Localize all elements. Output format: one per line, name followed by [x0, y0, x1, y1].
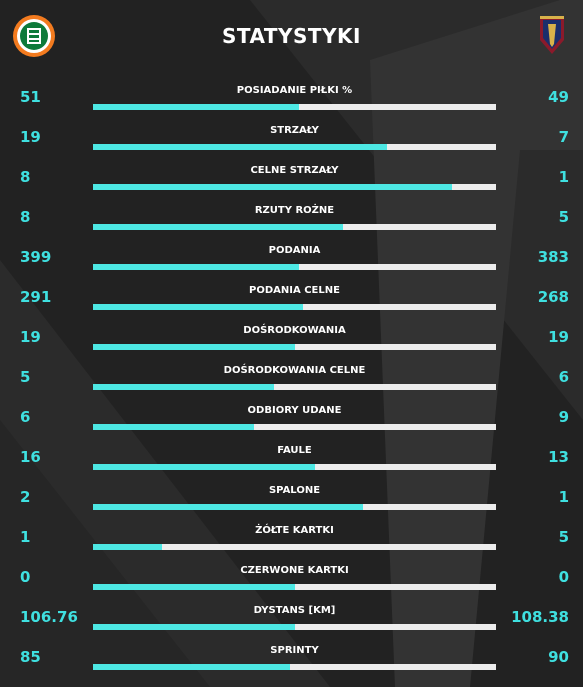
stat-label: RZUTY ROŻNE	[254, 205, 335, 216]
comparison-bar	[93, 384, 496, 390]
home-share-fill	[93, 344, 295, 350]
away-value: 19	[548, 328, 569, 346]
home-share-fill	[93, 584, 295, 590]
home-value: 6	[20, 408, 31, 426]
away-value: 7	[558, 128, 569, 146]
comparison-bar	[93, 464, 496, 470]
comparison-bar	[93, 144, 496, 150]
header: STATYSTYKI	[0, 0, 583, 80]
home-value: 2	[20, 488, 31, 506]
comparison-bar	[93, 664, 496, 670]
comparison-bar	[93, 544, 496, 550]
away-value: 1	[558, 488, 569, 506]
home-value: 8	[20, 168, 31, 186]
stat-label: DOŚRODKOWANIA CELNE	[223, 365, 366, 376]
away-value: 0	[558, 568, 569, 586]
stat-row: 8 RZUTY ROŻNE 5	[0, 200, 583, 240]
home-share-fill	[93, 624, 295, 630]
stat-label: CZERWONE KARTKI	[240, 565, 349, 576]
pogon-szczecin-crest-icon	[540, 16, 564, 54]
home-value: 106.76	[20, 608, 78, 626]
home-value: 16	[20, 448, 41, 466]
away-value: 268	[537, 288, 569, 306]
home-share-fill	[93, 144, 388, 150]
home-share-fill	[93, 224, 343, 230]
page-title: STATYSTYKI	[221, 24, 361, 48]
away-value: 13	[548, 448, 569, 466]
away-value: 9	[558, 408, 569, 426]
stat-row: 0 CZERWONE KARTKI 0	[0, 560, 583, 600]
stat-label: SPALONE	[268, 485, 321, 496]
stat-label: DYSTANS [KM]	[253, 605, 336, 616]
home-value: 51	[20, 88, 41, 106]
comparison-bar	[93, 624, 496, 630]
home-share-fill	[93, 544, 162, 550]
home-share-fill	[93, 184, 452, 190]
stat-row: 85 SPRINTY 90	[0, 640, 583, 680]
stat-label: SPRINTY	[270, 645, 319, 656]
stat-row: 1 ŻÓŁTE KARTKI 5	[0, 520, 583, 560]
stat-row: 16 FAULE 13	[0, 440, 583, 480]
comparison-bar	[93, 504, 496, 510]
stat-row: 291 PODANIA CELNE 268	[0, 280, 583, 320]
home-share-fill	[93, 104, 299, 110]
stat-label: ODBIORY UDANE	[247, 405, 342, 416]
away-value: 108.38	[511, 608, 569, 626]
stat-row: 51 POSIADANIE PIŁKI % 49	[0, 80, 583, 120]
stats-list: 51 POSIADANIE PIŁKI % 49 19 STRZAŁY 7 8 CELNE S…	[0, 80, 583, 680]
comparison-bar	[93, 304, 496, 310]
home-value: 291	[20, 288, 52, 306]
stat-label: PODANIA CELNE	[249, 285, 340, 296]
stat-row: 399 PODANIA 383	[0, 240, 583, 280]
comparison-bar	[93, 584, 496, 590]
home-value: 5	[20, 368, 31, 386]
home-share-fill	[93, 664, 291, 670]
home-share-fill	[93, 504, 363, 510]
stat-label: STRZAŁY	[270, 125, 319, 136]
home-value: 399	[20, 248, 52, 266]
stat-row: 19 DOŚRODKOWANIA 19	[0, 320, 583, 360]
comparison-bar	[93, 104, 496, 110]
home-share-fill	[93, 304, 303, 310]
home-share-fill	[93, 424, 255, 430]
away-value: 90	[548, 648, 569, 666]
stat-label: PODANIA	[268, 245, 321, 256]
away-value: 49	[548, 88, 569, 106]
comparison-bar	[93, 184, 496, 190]
zaglebie-lubin-crest-icon	[13, 15, 55, 57]
home-value: 1	[20, 528, 31, 546]
comparison-bar	[93, 344, 496, 350]
away-value: 1	[558, 168, 569, 186]
home-share-fill	[93, 384, 275, 390]
comparison-bar	[93, 224, 496, 230]
home-value: 19	[20, 328, 41, 346]
stat-label: CELNE STRZAŁY	[250, 165, 339, 176]
away-value: 6	[558, 368, 569, 386]
home-share-fill	[93, 464, 315, 470]
home-value: 0	[20, 568, 31, 586]
stat-row: 19 STRZAŁY 7	[0, 120, 583, 160]
stat-label: DOŚRODKOWANIA	[243, 325, 346, 336]
stat-label: POSIADANIE PIŁKI %	[236, 85, 353, 96]
stat-row: 106.76 DYSTANS [KM] 108.38	[0, 600, 583, 640]
stat-label: FAULE	[277, 445, 312, 456]
home-share-fill	[93, 264, 299, 270]
home-value: 19	[20, 128, 41, 146]
stat-row: 8 CELNE STRZAŁY 1	[0, 160, 583, 200]
home-value: 8	[20, 208, 31, 226]
away-value: 5	[558, 208, 569, 226]
away-value: 383	[537, 248, 569, 266]
comparison-bar	[93, 424, 496, 430]
comparison-bar	[93, 264, 496, 270]
stat-row: 6 ODBIORY UDANE 9	[0, 400, 583, 440]
home-value: 85	[20, 648, 41, 666]
stat-row: 5 DOŚRODKOWANIA CELNE 6	[0, 360, 583, 400]
stat-label: ŻÓŁTE KARTKI	[255, 525, 334, 536]
away-value: 5	[558, 528, 569, 546]
stat-row: 2 SPALONE 1	[0, 480, 583, 520]
